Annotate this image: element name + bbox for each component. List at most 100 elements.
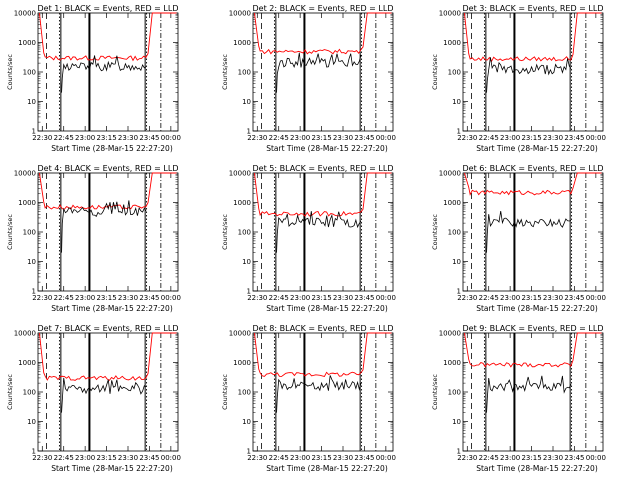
x-tick-label: 22:45 — [479, 294, 499, 302]
y-axis-label: Counts/sec — [431, 54, 439, 90]
x-tick-label: 23:30 — [118, 294, 138, 302]
x-tick-label: 22:45 — [479, 134, 499, 142]
y-tick-label: 1000 — [233, 359, 251, 367]
y-tick-label: 100 — [238, 389, 251, 397]
y-tick-label: 1000 — [18, 359, 36, 367]
y-tick-label: 1 — [457, 448, 461, 456]
chart-title: Det 9: BLACK = Events, RED = LLD — [463, 324, 604, 333]
y-tick-label: 1000 — [233, 199, 251, 207]
y-tick-label: 1 — [247, 448, 251, 456]
x-tick-label: 23:30 — [543, 134, 563, 142]
y-tick-label: 100 — [23, 69, 36, 77]
x-tick-label: 23:00 — [75, 454, 95, 462]
x-tick-label: 23:45 — [139, 294, 159, 302]
events-series-line — [276, 52, 362, 93]
x-tick-label: 23:45 — [564, 294, 584, 302]
chart-title: Det 6: BLACK = Events, RED = LLD — [463, 164, 604, 173]
y-tick-label: 100 — [448, 389, 461, 397]
y-tick-label: 10 — [27, 418, 36, 426]
y-tick-label: 1000 — [443, 39, 461, 47]
chart-title: Det 8: BLACK = Events, RED = LLD — [253, 324, 394, 333]
events-series-line — [61, 377, 147, 413]
x-tick-label: 00:00 — [586, 294, 606, 302]
y-tick-label: 10000 — [439, 10, 461, 18]
x-tick-label: 23:30 — [118, 134, 138, 142]
y-tick-label: 100 — [23, 229, 36, 237]
x-tick-label: 23:45 — [139, 134, 159, 142]
y-tick-label: 10000 — [229, 330, 251, 338]
det-6-chart: Det 6: BLACK = Events, RED = LLD Counts/s… — [431, 164, 606, 313]
y-tick-label: 1 — [32, 448, 36, 456]
lld-series-line — [463, 12, 602, 63]
y-tick-label: 100 — [238, 229, 251, 237]
chart-title: Det 7: BLACK = Events, RED = LLD — [38, 324, 179, 333]
events-series-line — [486, 375, 572, 413]
x-axis-label: Start Time (28-Mar-15 22:27:20) — [476, 304, 598, 313]
x-tick-label: 00:00 — [586, 134, 606, 142]
y-tick-label: 10000 — [14, 10, 36, 18]
x-tick-label: 23:00 — [75, 294, 95, 302]
x-tick-label: 23:00 — [500, 134, 520, 142]
y-axis-label: Counts/sec — [431, 214, 439, 250]
x-axis-label: Start Time (28-Mar-15 22:27:20) — [266, 144, 388, 153]
chart-title: Det 2: BLACK = Events, RED = LLD — [253, 4, 394, 13]
y-tick-label: 10 — [452, 258, 461, 266]
y-tick-label: 10000 — [229, 10, 251, 18]
x-tick-label: 23:30 — [333, 454, 353, 462]
x-tick-label: 23:45 — [139, 454, 159, 462]
y-tick-label: 10 — [242, 258, 251, 266]
det-8-chart: Det 8: BLACK = Events, RED = LLD Counts/s… — [221, 324, 396, 473]
x-tick-label: 22:30 — [32, 454, 52, 462]
y-tick-label: 10 — [27, 258, 36, 266]
y-tick-label: 1 — [32, 288, 36, 296]
y-axis-label: Counts/sec — [6, 214, 14, 250]
x-axis-label: Start Time (28-Mar-15 22:27:20) — [51, 464, 173, 473]
y-tick-label: 10000 — [14, 170, 36, 178]
y-tick-label: 10 — [452, 98, 461, 106]
x-tick-label: 23:00 — [500, 294, 520, 302]
y-tick-label: 10 — [27, 98, 36, 106]
x-axis-label: Start Time (28-Mar-15 22:27:20) — [51, 304, 173, 313]
y-tick-label: 100 — [23, 389, 36, 397]
chart-title: Det 3: BLACK = Events, RED = LLD — [463, 4, 604, 13]
y-tick-label: 10000 — [229, 170, 251, 178]
lld-series-line — [38, 12, 177, 62]
x-tick-label: 23:30 — [543, 454, 563, 462]
x-tick-label: 23:00 — [290, 294, 310, 302]
x-tick-label: 00:00 — [376, 454, 396, 462]
y-tick-label: 1 — [457, 128, 461, 136]
x-tick-label: 23:00 — [290, 134, 310, 142]
chart-title: Det 5: BLACK = Events, RED = LLD — [253, 164, 394, 173]
x-tick-label: 23:15 — [311, 134, 331, 142]
det-1-chart: Det 1: BLACK = Events, RED = LLD Counts/s… — [6, 4, 181, 153]
events-series-line — [61, 55, 147, 93]
y-tick-label: 1000 — [233, 39, 251, 47]
y-tick-label: 10000 — [439, 330, 461, 338]
x-tick-label: 23:45 — [354, 454, 374, 462]
y-tick-label: 1000 — [18, 199, 36, 207]
x-tick-label: 22:45 — [269, 294, 289, 302]
x-tick-label: 00:00 — [161, 454, 181, 462]
y-axis-label: Counts/sec — [221, 54, 229, 90]
y-axis-label: Counts/sec — [6, 374, 14, 410]
x-tick-label: 23:15 — [311, 454, 331, 462]
y-tick-label: 100 — [448, 229, 461, 237]
x-tick-label: 23:45 — [564, 134, 584, 142]
y-axis-label: Counts/sec — [6, 54, 14, 90]
x-axis-label: Start Time (28-Mar-15 22:27:20) — [51, 144, 173, 153]
y-tick-label: 100 — [448, 69, 461, 77]
x-tick-label: 23:45 — [564, 454, 584, 462]
x-tick-label: 22:45 — [54, 454, 74, 462]
chart-title: Det 4: BLACK = Events, RED = LLD — [38, 164, 179, 173]
x-tick-label: 22:45 — [54, 294, 74, 302]
x-tick-label: 23:15 — [521, 454, 541, 462]
det-2-chart: Det 2: BLACK = Events, RED = LLD Counts/s… — [221, 4, 396, 153]
x-tick-label: 22:45 — [54, 134, 74, 142]
y-tick-label: 10000 — [439, 170, 461, 178]
x-axis-label: Start Time (28-Mar-15 22:27:20) — [266, 304, 388, 313]
x-tick-label: 22:30 — [457, 134, 477, 142]
y-tick-label: 1000 — [443, 359, 461, 367]
x-tick-label: 00:00 — [161, 134, 181, 142]
x-tick-label: 22:30 — [457, 294, 477, 302]
